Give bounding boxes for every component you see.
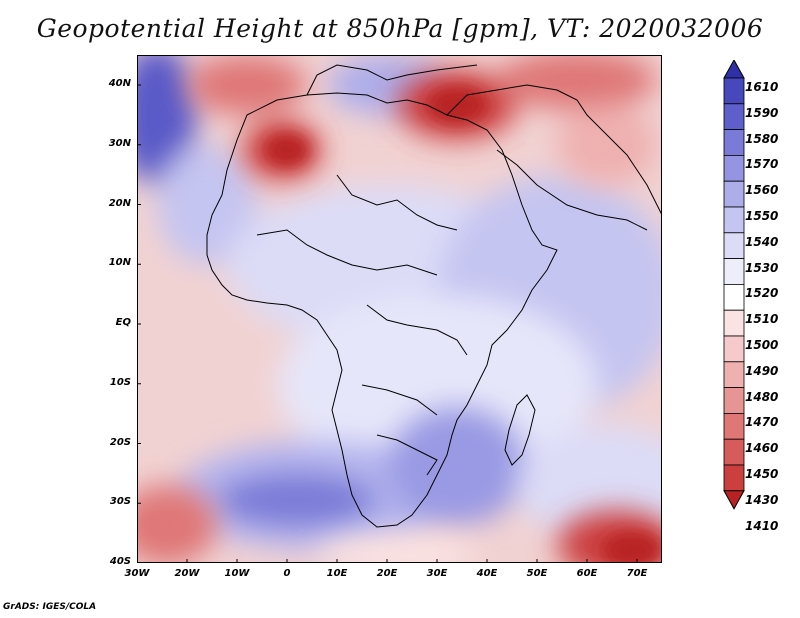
lon-label: 0 — [283, 568, 291, 579]
colorbar-swatch — [723, 335, 745, 363]
colorbar-label: 1510 — [745, 312, 779, 327]
lat-label: 20N — [108, 197, 131, 209]
colorbar-label: 1590 — [745, 105, 779, 120]
colorbar-top-arrow — [723, 60, 745, 79]
colorbar-label: 1550 — [745, 209, 779, 223]
colorbar-swatch — [723, 232, 745, 260]
map-panel — [137, 55, 662, 563]
colorbar-swatch — [723, 180, 745, 208]
lat-label: 20S — [109, 436, 131, 448]
lon-label: 30E — [426, 568, 448, 579]
colorbar-swatch — [723, 387, 745, 414]
colorbar-label: 1490 — [745, 363, 779, 378]
colorbar-label: 1520 — [745, 286, 779, 301]
colorbar-label: 1430 — [745, 492, 779, 507]
colorbar-label: 1560 — [745, 183, 779, 198]
grads-credit: GrADS: IGES/COLA — [3, 602, 97, 612]
colorbar-swatch — [723, 412, 745, 440]
lon-label: 20W — [174, 568, 200, 579]
map-frame — [137, 55, 662, 563]
lon-label: 10W — [224, 568, 250, 579]
colorbar-swatch — [723, 129, 745, 156]
lat-label: 30S — [109, 496, 131, 508]
lat-label: 10N — [108, 257, 131, 269]
lat-label: 10S — [109, 376, 131, 388]
colorbar-swatch — [723, 77, 745, 105]
lon-label: 30W — [124, 568, 150, 579]
chart-title: Geopotential Height at 850hPa [gpm], VT:… — [36, 14, 764, 43]
colorbar-label: 1460 — [745, 441, 779, 456]
lat-label: EQ — [115, 317, 131, 328]
colorbar-label: 1470 — [745, 415, 779, 430]
colorbar-swatch — [723, 206, 745, 234]
colorbar-label: 1580 — [745, 131, 779, 146]
colorbar-label: 1540 — [745, 234, 779, 249]
colorbar-label: 1610 — [745, 80, 779, 94]
colorbar-label: 1500 — [745, 338, 779, 352]
lon-label: 50E — [526, 568, 548, 579]
map-ticks — [137, 84, 638, 563]
colorbar-label: 1450 — [745, 467, 779, 481]
colorbar-label: 1410 — [745, 518, 779, 533]
colorbar-swatch — [723, 438, 745, 466]
colorbar-swatch — [723, 464, 745, 492]
lon-label: 10E — [326, 568, 348, 579]
colorbar-swatch — [723, 155, 745, 182]
colorbar-swatch — [723, 283, 745, 311]
low-height-field — [137, 55, 662, 550]
colorbar-swatch — [723, 309, 745, 337]
lat-label: 40S — [109, 556, 131, 567]
colorbar-bottom-arrow — [723, 490, 745, 510]
lat-label: 40N — [108, 78, 131, 89]
lon-label: 70E — [626, 568, 648, 579]
colorbar-swatch — [723, 361, 745, 388]
lon-label: 20E — [376, 568, 398, 579]
colorbar-label: 1530 — [745, 260, 779, 275]
colorbar — [723, 60, 745, 510]
lon-label: 40E — [476, 568, 498, 579]
colorbar-label: 1570 — [745, 157, 779, 172]
lat-label: 30N — [108, 137, 131, 149]
lon-label: 60E — [576, 568, 598, 579]
colorbar-swatch — [723, 103, 745, 130]
colorbar-label: 1480 — [745, 389, 779, 404]
coastlines — [206, 64, 662, 528]
colorbar-swatch — [723, 258, 745, 285]
